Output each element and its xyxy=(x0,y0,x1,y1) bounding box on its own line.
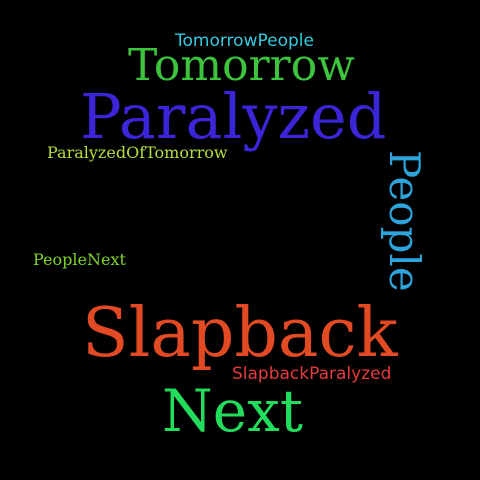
word-tomorrowpeople: TomorrowPeople xyxy=(175,31,314,51)
word-next: Next xyxy=(162,377,304,445)
word-slapback: Slapback xyxy=(82,294,398,373)
word-paralyzed: Paralyzed xyxy=(80,80,387,153)
word-slapbackparalyzed: SlapbackParalyzed xyxy=(232,364,392,384)
word-tomorrow: Tomorrow xyxy=(128,40,355,91)
word-paralyzedoftomorrow: ParalyzedOfTomorrow xyxy=(47,143,228,162)
word-peoplenext: PeopleNext xyxy=(33,250,126,269)
word-people: People xyxy=(380,150,429,292)
